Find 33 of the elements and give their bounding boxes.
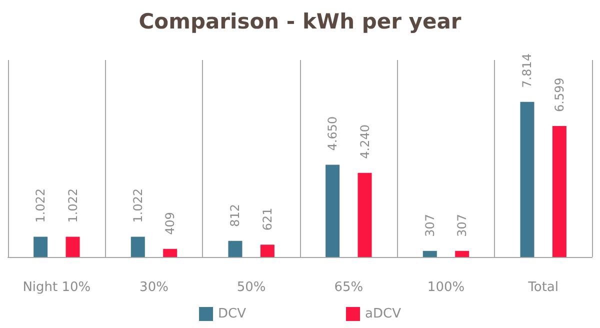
- bar: [163, 248, 178, 257]
- bar: [326, 164, 340, 257]
- x-tick-label: 50%: [236, 280, 266, 295]
- data-label: 1.022: [34, 188, 48, 223]
- bar: [228, 240, 242, 257]
- data-label: 307: [455, 214, 470, 237]
- bar: [66, 236, 80, 257]
- x-tick-label: Total: [527, 280, 559, 295]
- data-label: 6.599: [552, 78, 566, 112]
- bar: [260, 244, 274, 257]
- bar: [358, 172, 372, 257]
- data-label: 7.814: [520, 54, 534, 88]
- x-tick-label: 65%: [334, 280, 364, 295]
- bar: [520, 102, 534, 257]
- bar: [130, 236, 145, 257]
- x-tick-label: Night 10%: [22, 280, 91, 295]
- x-tick-label: 30%: [140, 280, 168, 295]
- data-label: 307: [422, 214, 437, 237]
- data-label: 812: [228, 204, 242, 227]
- bar: [455, 250, 470, 257]
- x-tick-label: 100%: [427, 280, 465, 295]
- data-label: 621: [260, 208, 274, 231]
- legend-label: aDCV: [365, 306, 402, 322]
- bar: [552, 126, 566, 257]
- data-label: 409: [163, 212, 178, 235]
- data-label: 4.240: [358, 124, 372, 159]
- bar: [34, 236, 48, 257]
- data-label: 1.022: [130, 188, 145, 223]
- data-label: 1.022: [66, 188, 80, 223]
- data-label: 4.650: [326, 116, 340, 151]
- chart-title: Comparison - kWh per year: [138, 10, 462, 34]
- legend-label: DCV: [218, 306, 246, 322]
- bar: [422, 250, 437, 257]
